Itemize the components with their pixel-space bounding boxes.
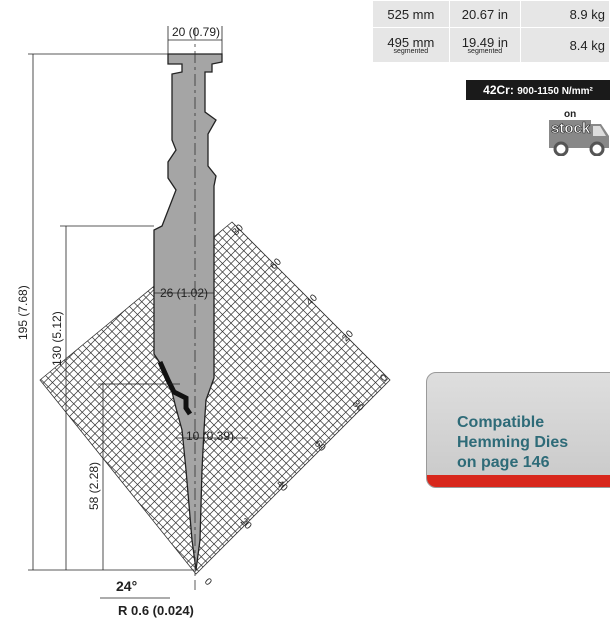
on-stock-truck-icon: on stock — [549, 109, 609, 156]
weight: 8.4 kg — [520, 27, 610, 63]
hemming-line-3: on page 146 — [457, 454, 550, 471]
scale-tick: 0 — [378, 372, 390, 384]
stock-label: stock — [551, 120, 591, 137]
length-in-cell: 19.49 in segmented — [448, 27, 522, 63]
shoulder-height-label: 130 (5.12) — [50, 311, 64, 366]
scale-tick: 60 — [268, 256, 284, 272]
top-width-label: 20 (0.79) — [172, 25, 220, 39]
radius-label: R 0.6 (0.024) — [118, 603, 194, 618]
scale-tick: 80 — [350, 398, 366, 414]
segmented-note: segmented — [467, 48, 503, 55]
spec-table: 525 mm 20.67 in 8.9 kg 495 mm segmented … — [372, 0, 610, 63]
length-mm-cell: 495 mm segmented — [372, 27, 450, 63]
stock-on-label: on — [564, 109, 576, 120]
scale-tick: 0 — [202, 576, 214, 588]
total-height-label: 195 (7.68) — [16, 285, 30, 340]
scale-tick: 40 — [274, 478, 290, 494]
punch-body — [153, 53, 223, 571]
grid-outline — [39, 221, 391, 575]
spec-row: 495 mm segmented 19.49 in segmented 8.4 … — [372, 27, 610, 63]
compatible-hemming-card: Compatible Hemming Dies on page 146 — [426, 372, 610, 488]
weight: 8.9 kg — [520, 0, 610, 28]
scale-tick: 40 — [304, 292, 320, 308]
segmented-note: segmented — [393, 48, 429, 55]
material-grade: 42Cr: — [483, 83, 514, 97]
length-in: 19.49 in — [461, 35, 508, 50]
spec-row: 525 mm 20.67 in 8.9 kg — [372, 0, 610, 28]
length-mm: 525 mm — [372, 0, 450, 28]
hemming-line-2: Hemming Dies — [457, 434, 569, 451]
scale-tick: 20 — [238, 516, 254, 532]
body-width-label: 26 (1.02) — [160, 286, 208, 300]
length-mm: 495 mm — [387, 35, 435, 50]
hemming-line-1: Compatible — [457, 414, 545, 431]
material-strength: 900-1150 N/mm² — [517, 86, 593, 97]
length-in: 20.67 in — [448, 0, 522, 28]
lower-height-label: 58 (2.28) — [87, 462, 101, 510]
scale-tick: 80 — [230, 222, 246, 238]
hemming-note: Compatible Hemming Dies on page 146 — [457, 413, 568, 473]
angle-label: 24° — [116, 578, 137, 594]
red-accent-bar — [427, 475, 610, 487]
scale-tick: 20 — [340, 328, 356, 344]
material-badge: 42Cr: 900-1150 N/mm² — [466, 80, 610, 100]
neck-width-label: 10 (0.39) — [186, 429, 234, 443]
scale-tick: 60 — [312, 438, 328, 454]
hemming-profile — [157, 360, 193, 416]
